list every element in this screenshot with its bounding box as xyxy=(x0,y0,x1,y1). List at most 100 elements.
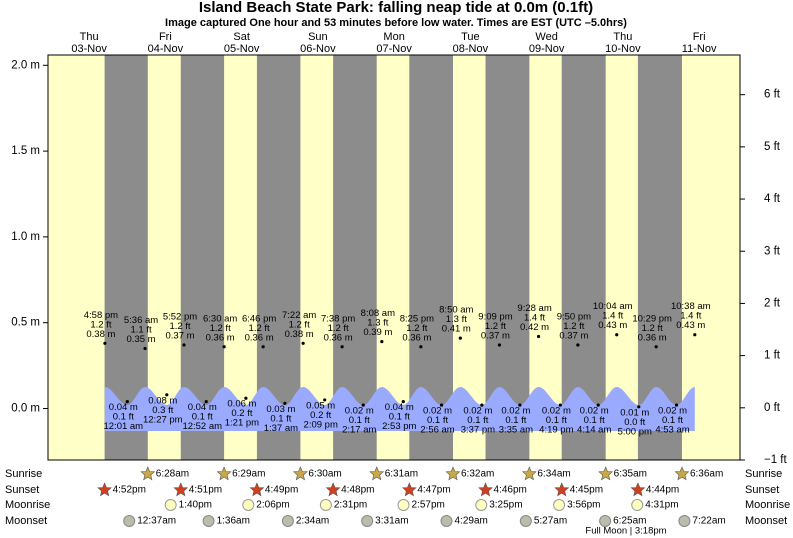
tide-label: 4:14 am xyxy=(577,425,611,436)
almanac-time: 4:45pm xyxy=(570,485,603,496)
almanac-time: 12:37am xyxy=(137,516,176,527)
tide-label: 6:46 pm xyxy=(242,313,276,324)
tide-label: 7:22 am xyxy=(282,310,316,321)
moon-phase: Full Moon | 3:18pm xyxy=(585,526,666,537)
tide-label: 0.1 ft xyxy=(662,415,683,426)
tide-wave xyxy=(104,387,695,431)
tide-label: 1.2 ft xyxy=(406,323,427,334)
sun-icon xyxy=(401,482,417,497)
tide-point xyxy=(419,345,423,349)
tide-point xyxy=(301,341,305,345)
tide-label: 0.35 m xyxy=(127,334,156,345)
tide-label: 0.38 m xyxy=(285,329,314,340)
moon-icon xyxy=(319,499,332,511)
tide-label: 1:37 am xyxy=(264,423,298,434)
tide-label: 0.02 m xyxy=(423,406,452,417)
moon-icon xyxy=(519,515,532,527)
tide-point xyxy=(576,343,580,347)
date-label: 06-Nov xyxy=(300,43,336,55)
sun-icon xyxy=(521,466,537,481)
tide-label: 0.41 m xyxy=(442,324,471,335)
tide-label: 1.1 ft xyxy=(130,324,151,335)
sun-icon xyxy=(325,482,341,497)
day-label: Wed xyxy=(535,31,557,43)
almanac-time: 7:22am xyxy=(692,516,725,527)
moon-icon xyxy=(440,515,453,527)
tide-label: 0.39 m xyxy=(363,327,392,338)
almanac-time: 3:25pm xyxy=(489,500,522,511)
date-label: 07-Nov xyxy=(376,43,412,55)
day-label: Mon xyxy=(383,31,404,43)
almanac-time: 2:34am xyxy=(296,516,329,527)
row-label: Sunrise xyxy=(745,468,782,480)
row-label: Moonrise xyxy=(5,499,50,511)
sun-icon xyxy=(216,466,232,481)
tide-point xyxy=(182,343,186,347)
tide-label: 1.2 ft xyxy=(289,319,310,330)
tide-label: 0.3 ft xyxy=(152,405,173,416)
almanac-time: 4:46pm xyxy=(494,485,527,496)
tide-label: 0.1 ft xyxy=(546,415,567,426)
tide-label: 0.38 m xyxy=(86,329,115,340)
tide-label: 0.37 m xyxy=(165,331,194,342)
tide-label: 0.1 ft xyxy=(467,415,488,426)
date-label: 10-Nov xyxy=(605,43,641,55)
sun-icon xyxy=(554,482,570,497)
tide-point xyxy=(361,403,365,407)
row-label: Sunset xyxy=(745,484,779,496)
tide-label: 1.2 ft xyxy=(249,323,270,334)
almanac-time: 6:28am xyxy=(156,469,189,480)
moon-icon xyxy=(678,515,691,527)
date-label: 08-Nov xyxy=(453,43,489,55)
tide-label: 1.3 ft xyxy=(446,314,467,325)
sun-icon xyxy=(598,466,614,481)
sun-icon xyxy=(173,482,189,497)
tide-point xyxy=(125,400,129,404)
almanac-time: 6:30am xyxy=(308,469,341,480)
tide-label: 0.1 ft xyxy=(584,415,605,426)
tide-label: 8:08 am xyxy=(361,308,395,319)
tide-label: 0.01 m xyxy=(620,407,649,418)
day-label: Sun xyxy=(308,31,328,43)
tide-point xyxy=(380,339,384,344)
y2-tick-label: 5 ft xyxy=(764,141,781,153)
tide-label: 10:38 am xyxy=(671,301,711,312)
tide-label: 0.02 m xyxy=(658,406,687,417)
tide-label: 0.37 m xyxy=(481,331,510,342)
tide-label: 0.2 ft xyxy=(231,408,252,419)
tide-label: 0.43 m xyxy=(598,320,627,331)
tide-label: 5:00 pm xyxy=(618,426,652,437)
tide-label: 0.1 ft xyxy=(389,412,410,423)
sun-icon xyxy=(249,482,265,497)
moon-icon xyxy=(475,499,488,511)
tide-label: 2:09 pm xyxy=(304,419,338,430)
tide-label: 8:50 am xyxy=(439,305,473,316)
tide-label: 0.02 m xyxy=(345,406,374,417)
day-label: Thu xyxy=(613,31,632,43)
tide-point xyxy=(165,393,169,397)
tide-label: 0.04 m xyxy=(188,402,217,413)
tide-label: 0.1 ft xyxy=(192,412,213,423)
tide-label: 0.1 ft xyxy=(270,413,291,424)
date-label: 03-Nov xyxy=(71,43,107,55)
almanac-time: 4:52pm xyxy=(113,485,146,496)
tide-label: 9:50 pm xyxy=(557,312,591,323)
date-label: 05-Nov xyxy=(224,43,260,55)
sun-icon xyxy=(140,466,156,481)
tide-point xyxy=(654,345,658,349)
tide-label: 0.1 ft xyxy=(349,415,370,426)
tide-point xyxy=(401,400,405,404)
tide-label: 0.05 m xyxy=(306,400,335,411)
moon-icon xyxy=(123,515,136,527)
tide-label: 1.4 ft xyxy=(602,311,623,322)
almanac-time: 3:56pm xyxy=(567,500,600,511)
almanac-time: 2:57pm xyxy=(411,500,444,511)
y2-tick-label: 4 ft xyxy=(764,193,781,205)
row-label: Moonset xyxy=(5,515,47,527)
tide-label: 1.2 ft xyxy=(169,321,190,332)
tide-point xyxy=(558,403,562,407)
tide-point xyxy=(261,345,265,349)
row-label: Sunset xyxy=(5,484,39,496)
tide-label: 0.03 m xyxy=(266,404,295,415)
chart-title: Island Beach State Park: falling neap ti… xyxy=(199,0,593,16)
